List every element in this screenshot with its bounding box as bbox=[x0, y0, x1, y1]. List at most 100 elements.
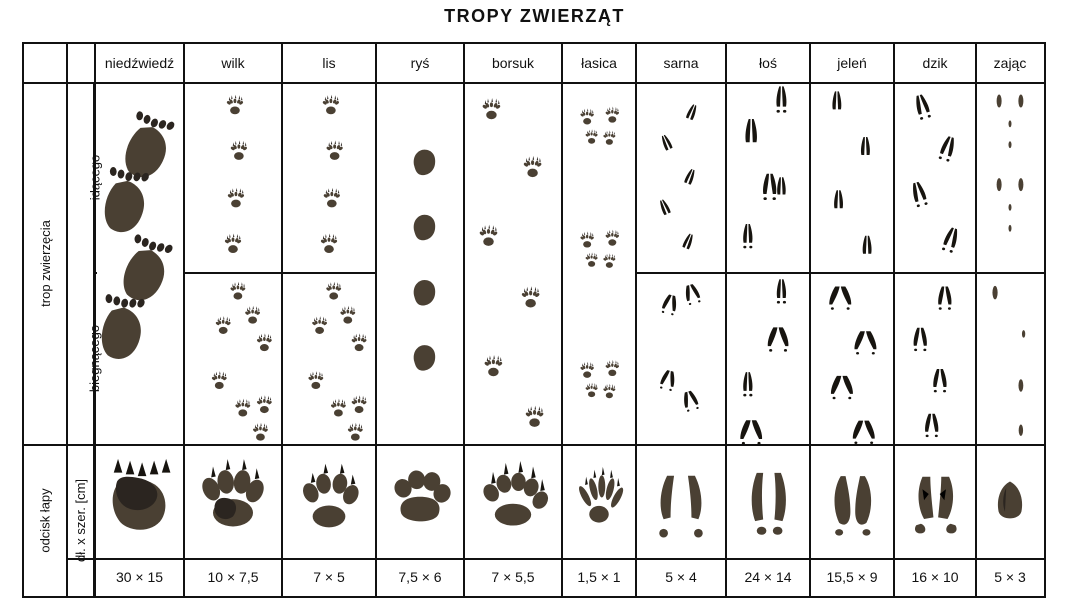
grid-line-horizontal bbox=[24, 444, 1044, 446]
fox-paw-icon bbox=[303, 463, 359, 528]
column-header-o: łoś bbox=[759, 55, 777, 71]
track-cell-jele-running bbox=[810, 272, 894, 444]
size-cell-o: 24 × 14 bbox=[744, 569, 792, 585]
grid-line-horizontal bbox=[68, 558, 1044, 560]
track-cell-o-running-art bbox=[740, 279, 789, 444]
column-header-borsuk: borsuk bbox=[491, 55, 535, 71]
track-cell-zajc-running bbox=[976, 272, 1044, 444]
track-cell-ry-combined-art bbox=[413, 149, 436, 371]
size-cell-asica: 1,5 × 1 bbox=[577, 569, 621, 585]
grid-line-vertical bbox=[975, 44, 977, 596]
lynx-paw-icon bbox=[394, 470, 451, 522]
row-label-odcisk-lapy-text: odcisk łapy bbox=[37, 487, 53, 553]
bear-paw-icon bbox=[112, 458, 171, 530]
grid-line-horizontal bbox=[184, 272, 282, 274]
track-cell-o-walking-art bbox=[743, 86, 787, 249]
badger-paw-icon bbox=[483, 461, 549, 526]
track-cell-borsuk-combined bbox=[464, 82, 562, 444]
paw-cell-ry bbox=[376, 444, 464, 558]
grid-line-horizontal bbox=[810, 272, 894, 274]
paw-cell-asica bbox=[562, 444, 636, 558]
track-cell-lis-running-art bbox=[308, 281, 367, 441]
column-header-dzik: dzik bbox=[922, 55, 948, 71]
size-cell-borsuk: 7 × 5,5 bbox=[491, 569, 535, 585]
column-header-sarna: sarna bbox=[663, 55, 699, 71]
track-cell-sarna-walking bbox=[636, 82, 726, 272]
grid-line-horizontal bbox=[636, 272, 726, 274]
column-header-lis: lis bbox=[322, 55, 336, 71]
paw-cell-niedwied bbox=[95, 444, 184, 558]
row-label-trop-zwierzecia: trop zwierzęcia bbox=[24, 82, 66, 444]
grid-line-vertical bbox=[375, 44, 377, 596]
weasel-paw-icon bbox=[579, 466, 624, 523]
column-header-zajc: zając bbox=[993, 55, 1027, 71]
track-cell-ry-combined bbox=[376, 82, 464, 444]
column-header-niedwied: niedźwiedź bbox=[104, 55, 175, 71]
size-cell-dzik: 16 × 10 bbox=[911, 569, 959, 585]
track-cell-wilk-walking-art bbox=[224, 94, 247, 253]
track-cell-niedwied-combined-art bbox=[101, 111, 175, 359]
size-cell-ry: 7,5 × 6 bbox=[398, 569, 442, 585]
size-cell-niedwied: 30 × 15 bbox=[115, 569, 164, 585]
grid-line-vertical bbox=[281, 44, 283, 596]
paw-cell-o bbox=[726, 444, 810, 558]
grid-line-vertical bbox=[561, 44, 563, 596]
track-cell-wilk-running-art bbox=[211, 281, 272, 441]
grid-line-vertical bbox=[725, 44, 727, 596]
size-cell-lis: 7 × 5 bbox=[313, 569, 345, 585]
paw-cell-lis bbox=[282, 444, 376, 558]
track-cell-wilk-walking bbox=[184, 82, 282, 272]
paw-cell-borsuk bbox=[464, 444, 562, 558]
grid-line-vertical bbox=[94, 44, 96, 596]
column-header-ry: ryś bbox=[410, 55, 430, 71]
track-cell-borsuk-combined-art bbox=[479, 97, 544, 427]
track-cell-lis-walking bbox=[282, 82, 376, 272]
size-cell-zajc: 5 × 3 bbox=[994, 569, 1026, 585]
track-cell-sarna-running-art bbox=[659, 284, 701, 412]
track-cell-jele-walking-art bbox=[832, 91, 872, 254]
track-cell-sarna-walking-art bbox=[660, 104, 697, 250]
track-cell-dzik-walking bbox=[894, 82, 976, 272]
grid-line-vertical bbox=[183, 44, 185, 596]
column-header-jele: jeleń bbox=[837, 55, 867, 71]
track-cell-sarna-running bbox=[636, 272, 726, 444]
track-cell-dzik-running bbox=[894, 272, 976, 444]
row-label-dl-szer: dł. x szer. [cm] bbox=[68, 444, 93, 596]
track-cell-zajc-running-art bbox=[992, 285, 1026, 436]
column-header-asica: łasica bbox=[581, 55, 617, 71]
track-cell-dzik-walking-art bbox=[913, 94, 958, 253]
grid-line-horizontal bbox=[93, 272, 97, 274]
hare-paw-icon bbox=[997, 481, 1023, 519]
track-cell-asica-combined bbox=[562, 82, 636, 444]
grid-line-vertical bbox=[635, 44, 637, 596]
grid-line-horizontal bbox=[726, 272, 810, 274]
grid-line-vertical bbox=[893, 44, 895, 596]
grid-line-horizontal bbox=[282, 272, 376, 274]
animal-tracks-table: trop zwierzęcia idącego biegnącego odcisk ł… bbox=[22, 42, 1046, 598]
track-cell-lis-running bbox=[282, 272, 376, 444]
column-header-wilk: wilk bbox=[221, 55, 245, 71]
track-cell-lis-walking-art bbox=[320, 94, 343, 253]
size-cell-jele: 15,5 × 9 bbox=[826, 569, 878, 585]
track-cell-niedwied-combined bbox=[95, 82, 184, 444]
track-cell-o-walking bbox=[726, 82, 810, 272]
page-title: TROPY ZWIERZĄT bbox=[444, 6, 625, 26]
track-cell-zajc-walking-art bbox=[996, 94, 1024, 232]
paw-cell-wilk bbox=[184, 444, 282, 558]
grid-line-horizontal bbox=[24, 82, 1044, 84]
boar-hoof-icon bbox=[914, 476, 957, 534]
grid-line-horizontal bbox=[976, 272, 1044, 274]
size-cell-wilk: 10 × 7,5 bbox=[207, 569, 259, 585]
grid-line-vertical bbox=[809, 44, 811, 596]
moose-hoof-icon bbox=[751, 472, 786, 535]
track-cell-wilk-running bbox=[184, 272, 282, 444]
track-cell-o-running bbox=[726, 272, 810, 444]
row-label-dl-szer-text: dł. x szer. [cm] bbox=[73, 478, 89, 562]
paw-cell-zajc bbox=[976, 444, 1044, 558]
roe-hoof-icon bbox=[659, 475, 703, 538]
paw-cell-dzik bbox=[894, 444, 976, 558]
track-cell-jele-walking bbox=[810, 82, 894, 272]
track-cell-zajc-walking bbox=[976, 82, 1044, 272]
track-cell-dzik-running-art bbox=[913, 286, 952, 438]
grid-line-vertical bbox=[66, 44, 68, 596]
